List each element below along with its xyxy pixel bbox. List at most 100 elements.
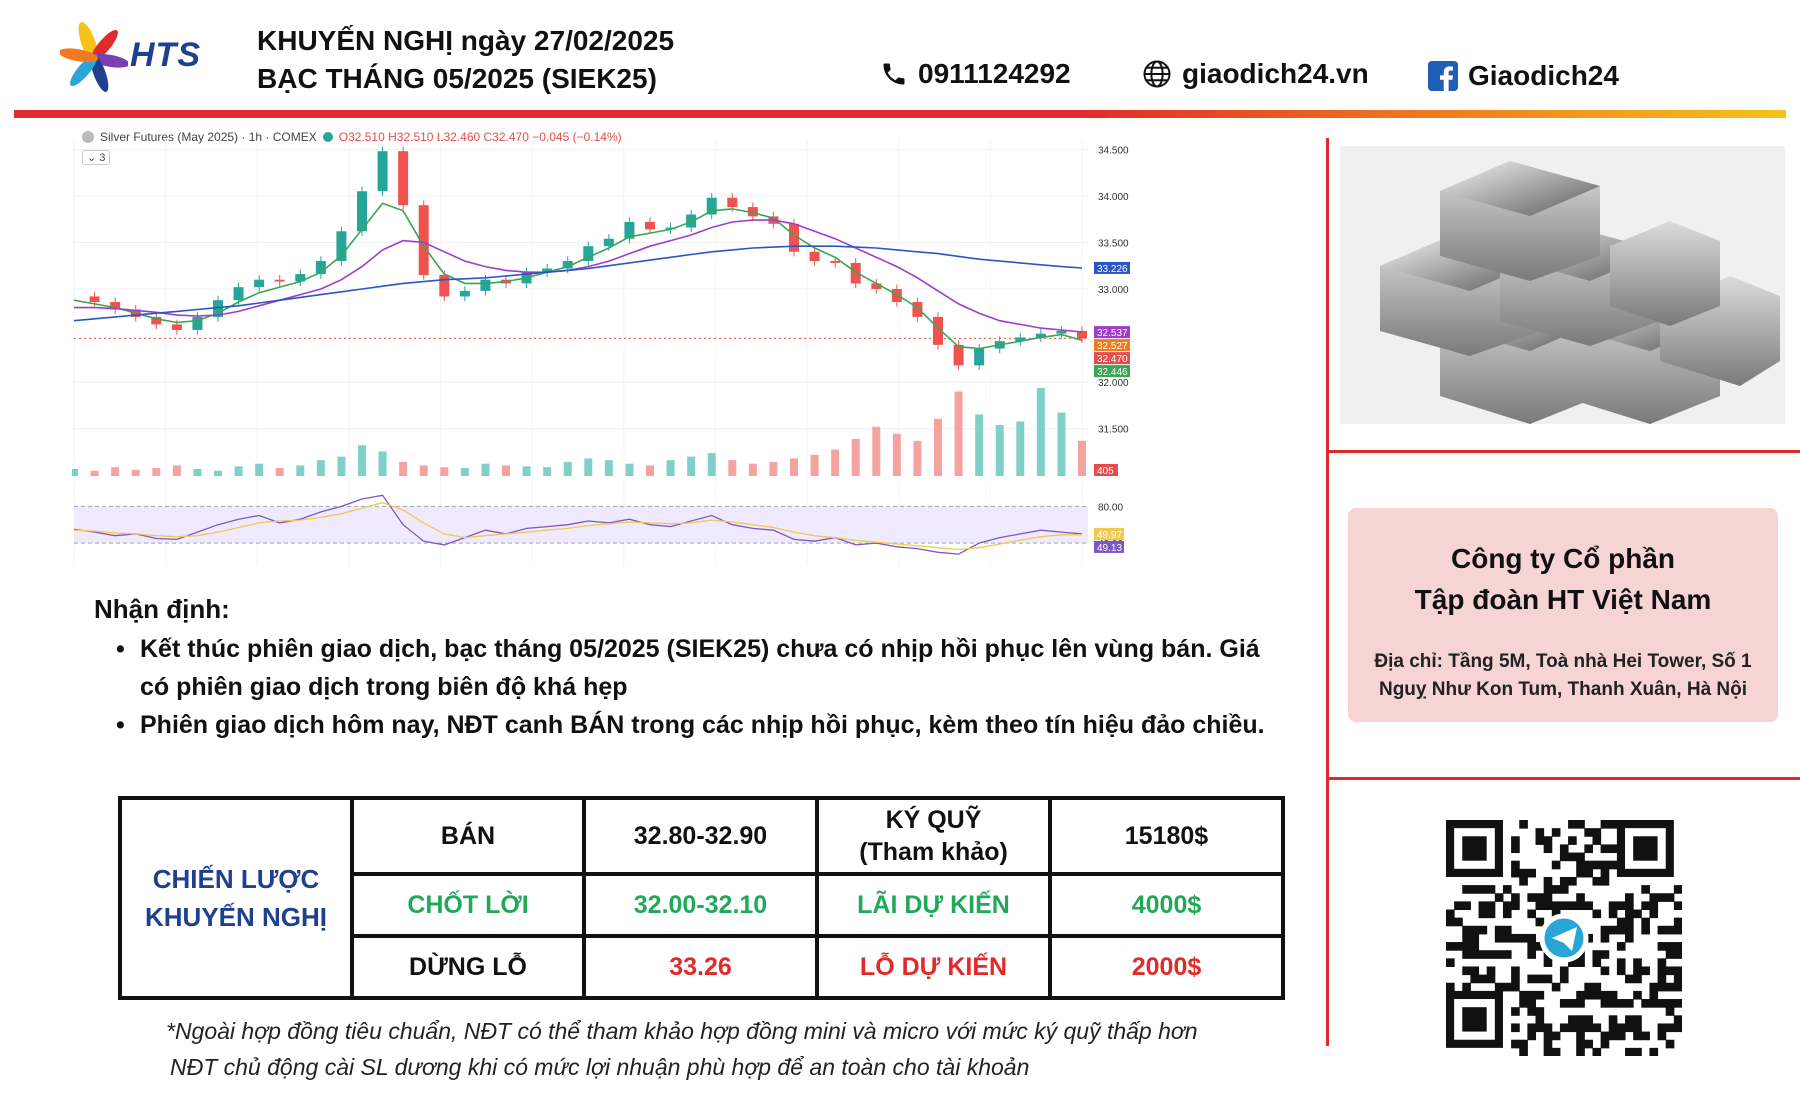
candle-body — [398, 151, 409, 206]
volume-bars — [72, 388, 1086, 476]
qr-module — [1673, 925, 1682, 935]
price-label-badge — [1094, 326, 1130, 339]
sell-range: 32.80-32.90 — [582, 796, 819, 876]
qr-module — [1600, 844, 1610, 854]
qr-module — [1576, 852, 1585, 862]
qr-module — [1649, 982, 1659, 992]
volume-bar — [913, 440, 922, 476]
volume-bar — [358, 445, 366, 476]
qr-module — [1616, 1031, 1626, 1041]
qr-module — [1446, 958, 1455, 967]
qr-module — [1446, 909, 1455, 919]
candle-body — [459, 290, 470, 297]
qr-module — [1462, 942, 1471, 951]
qr-module — [1478, 950, 1488, 959]
qr-module — [1608, 909, 1618, 919]
qr-module — [1665, 925, 1675, 935]
volume-bar — [255, 463, 264, 476]
qr-module — [1665, 893, 1675, 902]
volume-bar — [234, 466, 243, 476]
qr-module — [1535, 942, 1545, 951]
price-lines — [73, 146, 1088, 371]
qr-module — [1559, 844, 1569, 854]
rsi-label-badge — [1094, 540, 1124, 553]
facebook-link[interactable]: Giaodich24 — [1428, 60, 1619, 92]
qr-module — [1665, 950, 1675, 959]
qr-module — [1511, 844, 1520, 854]
qr-module — [1559, 974, 1569, 984]
volume-bar — [193, 468, 202, 476]
qr-module — [1576, 999, 1585, 1008]
qr-module — [1543, 974, 1553, 984]
qr-module — [1625, 974, 1634, 984]
analysis-title: Nhận định: — [94, 594, 230, 624]
volume-bar — [172, 465, 181, 476]
price-tick-label: 31.500 — [1098, 425, 1129, 436]
qr-module — [1608, 999, 1618, 1008]
candle-body — [933, 316, 943, 345]
qr-module — [1649, 901, 1659, 911]
take-profit-range: 32.00-32.10 — [582, 872, 819, 938]
volume-bar — [728, 460, 737, 476]
volume-bar — [296, 465, 305, 476]
qr-module — [1592, 950, 1602, 959]
qr-module — [1665, 1023, 1675, 1033]
chart-symbol: Silver Futures (May 2025) · 1h · COMEX — [100, 130, 317, 144]
qr-module — [1527, 942, 1537, 951]
expected-loss-amount: 2000$ — [1048, 934, 1285, 1000]
qr-module — [1535, 901, 1545, 911]
telegram-qr-code[interactable] — [1446, 820, 1682, 1056]
candle-body — [377, 151, 388, 192]
analysis-list: Kết thúc phiên giao dịch, bạc tháng 05/2… — [112, 630, 1292, 744]
qr-module — [1559, 885, 1569, 894]
phone-icon — [883, 63, 905, 85]
company-name: Công ty Cổ phần Tập đoàn HT Việt Nam — [1348, 538, 1778, 620]
qr-module — [1657, 966, 1667, 976]
qr-module — [1625, 933, 1634, 943]
qr-module — [1576, 1039, 1585, 1049]
status-dot-icon — [322, 132, 333, 142]
qr-module — [1462, 966, 1471, 976]
qr-module — [1527, 1007, 1537, 1016]
volume-bar — [522, 466, 531, 476]
qr-module — [1559, 876, 1569, 886]
qr-module — [1470, 933, 1480, 943]
qr-module — [1592, 958, 1602, 967]
hts-logo-icon — [58, 22, 130, 94]
volume-bar — [111, 467, 120, 476]
candle-body — [110, 302, 121, 310]
qr-module — [1486, 974, 1496, 984]
qr-module — [1543, 1039, 1553, 1049]
candle-body — [789, 223, 799, 252]
qr-module — [1462, 950, 1471, 959]
price-grid — [73, 140, 1088, 566]
qr-module — [1511, 982, 1520, 992]
qr-module — [1649, 909, 1659, 919]
rsi-tick-label: 80.00 — [1098, 502, 1123, 513]
volume-bar — [316, 460, 325, 476]
price-label-badge — [1094, 352, 1130, 365]
website-link[interactable]: giaodich24.vn — [1142, 58, 1369, 90]
indicator-collapse-button[interactable]: ⌄ 3 — [82, 150, 111, 165]
qr-module — [1470, 950, 1480, 959]
volume-bar — [810, 454, 819, 476]
candle-body — [295, 274, 306, 282]
qr-module — [1494, 933, 1504, 943]
qr-module — [1535, 917, 1545, 927]
qr-module — [1600, 820, 1610, 829]
qr-module — [1511, 836, 1520, 845]
qr-module — [1519, 990, 1528, 1000]
qr-module — [1584, 982, 1593, 992]
qr-module — [1641, 925, 1650, 935]
qr-module — [1568, 852, 1577, 862]
phone-contact[interactable]: 0911124292 — [880, 58, 1071, 90]
volume-bar — [1036, 388, 1045, 476]
qr-module — [1673, 942, 1682, 951]
qr-module — [1470, 885, 1480, 894]
qr-module — [1519, 820, 1528, 829]
qr-module — [1454, 942, 1463, 951]
volume-bar — [954, 391, 963, 476]
qr-module — [1641, 917, 1650, 927]
price-tick-label: 34.000 — [1098, 192, 1129, 203]
qr-module — [1511, 933, 1520, 943]
